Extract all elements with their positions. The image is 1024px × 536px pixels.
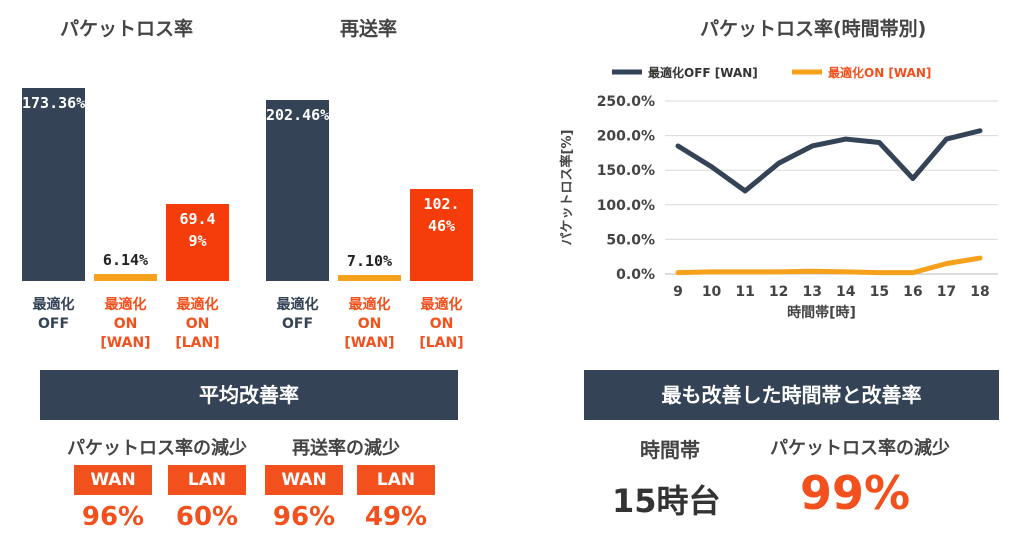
y-axis-label: パケットロス率[%] <box>559 130 575 246</box>
series-0-point-2 <box>743 188 748 193</box>
line-chart: 0.0% 50.0% 100.0% 150.0% 200.0% 250.0% 9 10 11 12… <box>559 65 998 321</box>
best-time-header: 最も改善した時間帯と改善率 <box>584 370 999 420</box>
bar2-category-2: 最適化 ON [LAN] <box>419 297 464 351</box>
series-1-point-6 <box>877 270 882 275</box>
x-tick-label-8: 17 <box>937 284 956 300</box>
bar2-category-0: 最適化 OFF <box>276 297 319 332</box>
legend-label-1: 最適化ON [WAN] <box>828 65 931 80</box>
y-tick-label-1: 50.0% <box>606 232 655 248</box>
series-line-1 <box>675 255 983 276</box>
x-tick-label-5: 14 <box>836 284 856 300</box>
series-0-point-4 <box>810 143 815 148</box>
x-tick-label-2: 11 <box>735 284 754 300</box>
x-tick-label-1: 10 <box>702 284 722 300</box>
series-1-point-1 <box>709 269 714 274</box>
y-tick-label-5: 250.0% <box>597 94 655 110</box>
line-chart-title: パケットロス率(時間帯別) <box>700 18 927 40</box>
bar1-bar-label-0: 173.36% <box>22 94 86 112</box>
time-slot-title: 時間帯 <box>640 438 700 462</box>
pct-packet-loss-lan: 60% <box>175 502 239 532</box>
series-0-point-1 <box>709 164 714 169</box>
legend-label-0: 最適化OFF [WAN] <box>648 65 758 80</box>
bar2-bar-2 <box>410 189 473 281</box>
bar2-bar-0 <box>266 100 329 281</box>
bar1-category-1: 最適化 ON [WAN] <box>100 297 151 351</box>
series-0-point-9 <box>978 128 982 133</box>
bar1-bar-1 <box>94 274 157 281</box>
bar1-bar-0 <box>22 88 85 281</box>
average-improvement-header: 平均改善率 <box>40 370 458 420</box>
series-1-point-5 <box>843 269 848 274</box>
series-1-point-0 <box>676 270 680 275</box>
retransmit-reduction-title: 再送率の減少 <box>292 438 400 459</box>
bar1-bar-2 <box>166 203 229 281</box>
x-tick-label-4: 13 <box>802 284 821 300</box>
y-tick-label-2: 100.0% <box>597 198 655 214</box>
y-tick-label-0: 0.0% <box>616 267 655 283</box>
bar1-category-2: 最適化 ON [LAN] <box>175 297 220 351</box>
bar2-category-1: 最適化 ON [WAN] <box>344 297 395 351</box>
pct-retransmit-wan: 96% <box>272 502 336 532</box>
series-0-point-8 <box>944 137 949 142</box>
pct-packet-loss-wan: 96% <box>81 502 145 532</box>
best-time-value: 15時台 <box>612 482 721 520</box>
x-axis-label: 時間帯[時] <box>787 304 856 321</box>
packet-loss-reduction-title-right: パケットロス率の減少 <box>770 438 950 459</box>
series-1-point-8 <box>944 261 949 266</box>
tag-wan-2: WAN <box>265 465 343 495</box>
series-1-point-7 <box>910 270 915 275</box>
series-0-point-6 <box>877 140 882 145</box>
bar2-bar-label-0: 202.46% <box>266 106 330 124</box>
bar1-bar-label-1: 6.14% <box>102 251 149 270</box>
pct-retransmit-lan: 49% <box>364 502 428 532</box>
best-reduction-value: 99% <box>800 466 911 520</box>
packet-loss-reduction-title: パケットロス率の減少 <box>67 438 247 459</box>
x-tick-label-6: 15 <box>870 284 889 300</box>
x-tick-label-0: 9 <box>673 284 683 300</box>
bar-chart-1-title: パケットロス率 <box>60 18 194 40</box>
x-tick-label-9: 18 <box>970 284 989 300</box>
bar2-bar-label-1: 7.10% <box>346 251 393 270</box>
tag-wan-1: WAN <box>74 465 152 495</box>
bar1-category-0: 最適化 OFF <box>32 297 75 332</box>
y-tick-label-3: 150.0% <box>597 163 655 179</box>
series-line-0 <box>675 128 983 194</box>
bar1-bar-label-2: 69.4 9% <box>179 209 216 250</box>
series-0-point-7 <box>910 176 915 181</box>
bar2-bar-1 <box>338 274 401 281</box>
tag-lan-2: LAN <box>357 465 435 495</box>
y-tick-label-4: 200.0% <box>597 129 655 145</box>
tag-lan-1: LAN <box>168 465 246 495</box>
series-1-point-4 <box>810 269 815 274</box>
series-0-point-0 <box>676 143 680 148</box>
series-1-point-3 <box>776 269 781 274</box>
x-tick-label-3: 12 <box>769 284 788 300</box>
series-0-point-3 <box>776 161 781 166</box>
series-1-point-9 <box>978 256 982 261</box>
x-tick-label-7: 16 <box>903 284 922 300</box>
series-0-point-5 <box>843 137 848 142</box>
bar-chart-2-title: 再送率 <box>340 18 398 40</box>
series-1-point-2 <box>743 269 748 274</box>
bar2-bar-label-2: 102. 46% <box>423 195 460 236</box>
